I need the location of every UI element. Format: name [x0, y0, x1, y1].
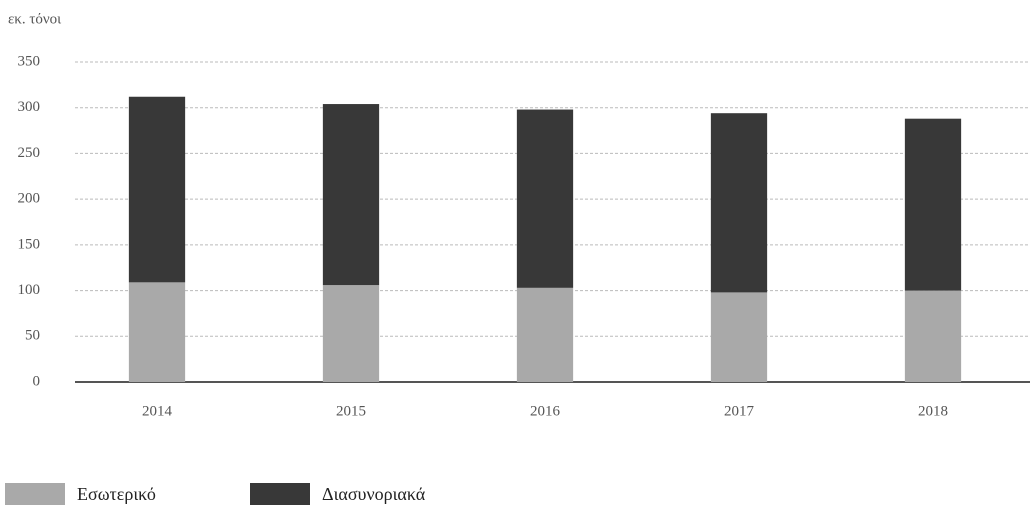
bar-segment [322, 285, 380, 382]
legend-swatch [5, 483, 65, 505]
bar-segment [322, 104, 380, 286]
y-axis-label: εκ. τόνοι [8, 11, 61, 27]
y-tick-label: 100 [18, 282, 41, 298]
x-tick-label: 2015 [336, 403, 366, 419]
bar-segment [516, 287, 574, 382]
y-tick-label: 350 [18, 53, 41, 69]
y-tick-label: 250 [18, 145, 41, 161]
y-tick-label: 50 [25, 328, 40, 344]
bar-segment [710, 292, 768, 382]
bar-segment [128, 282, 186, 382]
y-tick-label: 150 [18, 236, 41, 252]
legend-swatch [250, 483, 310, 505]
y-tick-label: 300 [18, 99, 41, 115]
x-tick-label: 2017 [724, 403, 755, 419]
legend-label: Εσωτερικό [77, 484, 156, 504]
x-tick-label: 2018 [918, 403, 948, 419]
legend: Εσωτερικό Διασυνοριακά [5, 483, 426, 505]
bar-segment [904, 290, 962, 382]
y-tick-label: 200 [18, 191, 41, 207]
bar-segment [710, 113, 768, 293]
x-tick-label: 2014 [142, 403, 173, 419]
legend-label: Διασυνοριακά [322, 484, 426, 504]
bar-segment [904, 118, 962, 291]
bar-segment [516, 109, 574, 288]
y-tick-label: 0 [33, 373, 41, 389]
bar-segment [128, 96, 186, 283]
x-tick-label: 2016 [530, 403, 561, 419]
